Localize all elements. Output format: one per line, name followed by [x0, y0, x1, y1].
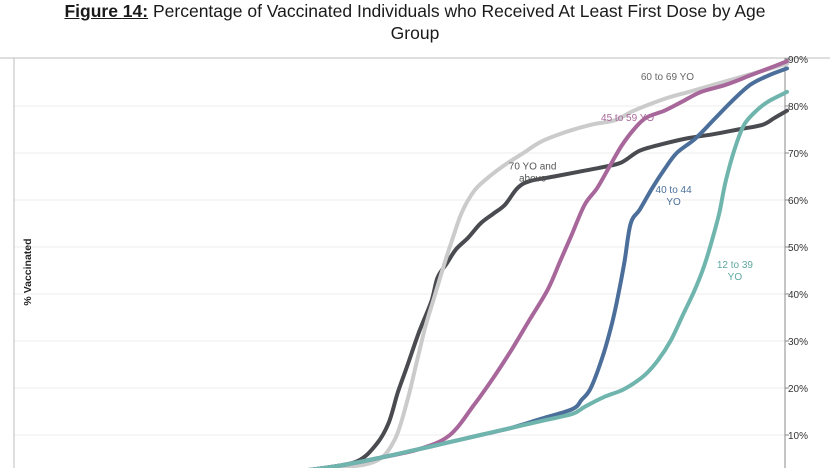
y-axis-ticks: 10% 20% 30% 40% 50% 60% 70% 80% 90% — [785, 55, 808, 442]
y-tick-label-20: 20% — [788, 384, 808, 395]
figure-title: Figure 14: Percentage of Vaccinated Indi… — [0, 0, 830, 44]
title-line-2: Group — [390, 23, 440, 43]
y-tick-label-30: 30% — [788, 337, 808, 348]
series-line-4 — [308, 89, 789, 468]
series-label-4-line-0: 12 to 39 — [717, 260, 754, 271]
series-lines — [308, 59, 789, 468]
title-text: Percentage of Vaccinated Individuals who… — [152, 1, 766, 21]
series-label-4-line-1: YO — [728, 272, 743, 283]
y-tick-label-90: 90% — [788, 55, 808, 66]
series-line-3 — [308, 66, 789, 468]
y-tick-label-40: 40% — [788, 290, 808, 301]
y-tick-label-50: 50% — [788, 243, 808, 254]
y-tick-label-70: 70% — [788, 149, 808, 160]
series-label-0-line-0: 70 YO and — [509, 161, 557, 172]
series-label-1-line-0: 60 to 69 YO — [641, 72, 694, 83]
y-tick-label-80: 80% — [788, 102, 808, 113]
figure-label: Figure 14: — [64, 1, 149, 21]
gridlines — [14, 105, 785, 436]
series-line-0 — [313, 108, 789, 468]
y-axis-label: % Vaccinated — [22, 238, 34, 305]
series-line-1 — [319, 61, 789, 468]
series-line-2 — [308, 59, 789, 468]
y-tick-label-60: 60% — [788, 196, 808, 207]
series-label-3-line-1: YO — [666, 197, 681, 208]
series-label-3-line-0: 40 to 44 — [656, 185, 693, 196]
series-label-2-line-0: 45 to 59 YO — [601, 113, 654, 124]
y-tick-label-10: 10% — [788, 431, 808, 442]
series-label-0-line-1: above — [519, 173, 547, 184]
title-line-1: Figure 14: Percentage of Vaccinated Indi… — [0, 0, 830, 22]
